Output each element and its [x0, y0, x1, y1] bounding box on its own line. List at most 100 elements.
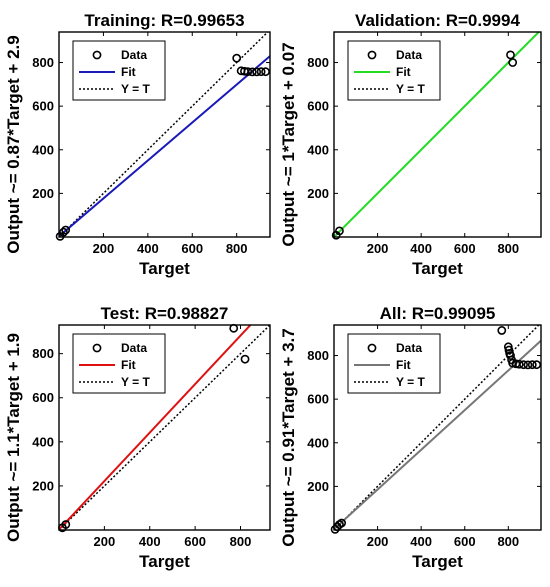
regression-panel-1: 200 400 600 800 200 400 600 800 Training: R=0.99… [4, 11, 271, 278]
data-point [497, 326, 507, 335]
y-tick-label: 400 [32, 142, 54, 157]
axes-box [58, 324, 271, 531]
y-tick-label: 400 [307, 142, 329, 157]
regression-panel-2: 200 400 600 800 200 400 600 800 Validation: R=0.… [279, 11, 542, 278]
y-tick-label: 200 [307, 186, 329, 201]
identity-line [59, 325, 270, 530]
fit-line [59, 325, 252, 530]
data-point [335, 226, 344, 236]
x-axis-label: Target [412, 552, 463, 571]
axes-box [58, 31, 271, 238]
x-axis-label: Target [139, 552, 190, 571]
regression-panel-3: 200 400 600 800 200 400 600 800 Test: R=0.98827 T… [4, 304, 271, 571]
x-tick-label: 800 [497, 534, 519, 549]
x-tick-label: 400 [410, 534, 432, 549]
fit-line [334, 339, 541, 530]
y-tick-label: 800 [32, 55, 54, 70]
legend-fit-label: Fit [396, 65, 411, 79]
y-tick-label: 600 [32, 99, 54, 114]
regression-panel-4: 200 400 600 800 200 400 600 800 All: R=0.99095 Ta… [279, 304, 542, 571]
x-tick-label: 800 [226, 241, 248, 256]
panel-title: Validation: R=0.9994 [355, 11, 520, 30]
x-tick-label: 400 [139, 534, 161, 549]
panel-title: Training: R=0.99653 [84, 11, 244, 30]
identity-line [334, 325, 540, 530]
data-point [504, 345, 514, 355]
y-tick-label: 600 [307, 99, 329, 114]
y-axis-label: Output ~= 0.91*Target + 3.7 [279, 328, 298, 546]
x-tick-label: 200 [367, 241, 389, 256]
data-point [523, 360, 533, 370]
data-point [256, 67, 266, 77]
y-tick-label: 200 [32, 478, 54, 493]
x-tick-label: 800 [230, 534, 252, 549]
x-tick-label: 400 [410, 241, 432, 256]
y-axis-label: Output ~= 1*Target + 0.07 [279, 42, 298, 246]
legend-identity-label: Y = T [396, 82, 425, 96]
y-tick-label: 400 [307, 435, 329, 450]
data-point [506, 351, 515, 360]
legend-identity-label: Y = T [121, 375, 150, 389]
y-axis-label: Output ~= 0.87*Target + 2.9 [4, 35, 23, 253]
data-point [506, 50, 515, 60]
y-tick-label: 800 [307, 55, 329, 70]
axes-box [333, 31, 542, 238]
legend-data-marker [367, 50, 377, 60]
axes-box [333, 324, 542, 531]
data-point [337, 518, 347, 528]
y-tick-label: 600 [32, 390, 54, 405]
legend-data-label: Data [396, 48, 422, 62]
legend-box [347, 333, 441, 394]
legend-data-label: Data [121, 341, 147, 355]
x-tick-label: 600 [181, 241, 203, 256]
x-tick-label: 800 [497, 241, 519, 256]
legend-identity-label: Y = T [396, 375, 425, 389]
legend-data-label: Data [396, 341, 422, 355]
data-point [247, 67, 257, 77]
fit-line [59, 55, 270, 237]
data-point [261, 67, 270, 77]
data-point [508, 58, 518, 67]
y-tick-label: 200 [32, 186, 54, 201]
legend-data-label: Data [121, 48, 147, 62]
y-tick-label: 800 [307, 348, 329, 363]
x-tick-label: 200 [94, 534, 116, 549]
y-axis-label: Output ~= 1.1*Target + 1.9 [4, 333, 23, 542]
legend-box [347, 40, 441, 101]
x-tick-label: 200 [367, 534, 389, 549]
x-axis-label: Target [412, 259, 463, 278]
legend-fit-label: Fit [396, 358, 411, 372]
x-tick-label: 600 [454, 534, 476, 549]
legend-identity-label: Y = T [121, 82, 150, 96]
data-point [519, 360, 528, 370]
data-point [59, 227, 68, 237]
legend-box [72, 40, 166, 101]
data-point [61, 225, 71, 235]
y-tick-label: 200 [307, 479, 329, 494]
data-point [252, 67, 262, 77]
legend-data-marker [92, 50, 102, 60]
y-tick-label: 400 [32, 434, 54, 449]
legend-box [72, 333, 166, 394]
panel-title: Test: R=0.98827 [101, 304, 229, 323]
data-point [240, 354, 250, 364]
y-tick-label: 600 [307, 392, 329, 407]
data-point [514, 359, 524, 369]
panel-title: All: R=0.99095 [380, 304, 496, 323]
identity-line [59, 32, 269, 237]
x-axis-label: Target [139, 259, 190, 278]
data-point [61, 520, 71, 529]
fit-line [334, 32, 541, 237]
x-tick-label: 400 [137, 241, 159, 256]
legend-fit-label: Fit [121, 65, 136, 79]
legend-fit-label: Fit [121, 358, 136, 372]
y-tick-label: 800 [32, 346, 54, 361]
x-tick-label: 600 [184, 534, 206, 549]
data-point [232, 53, 242, 63]
legend-data-marker [367, 343, 377, 353]
data-point [532, 360, 542, 370]
x-tick-label: 600 [454, 241, 476, 256]
data-point [243, 67, 253, 77]
data-point [527, 360, 537, 370]
